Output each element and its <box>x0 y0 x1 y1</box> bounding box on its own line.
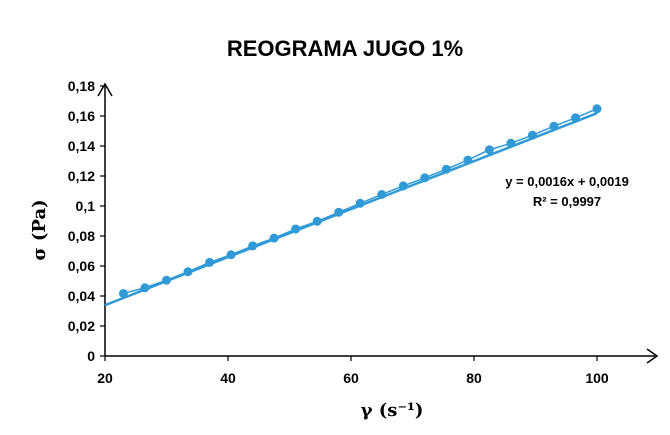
data-point <box>420 173 430 183</box>
x-tick-label: 60 <box>343 370 359 386</box>
y-tick-label: 0,08 <box>68 228 95 244</box>
data-point <box>463 155 473 165</box>
data-point <box>162 275 171 285</box>
data-point <box>205 257 215 267</box>
chart-title: REOGRAMA JUGO 1% <box>227 36 463 61</box>
x-axis-label: γ (s⁻¹) <box>361 400 424 421</box>
data-point <box>484 145 494 155</box>
x-tick-label: 80 <box>466 370 482 386</box>
x-ticks: 20 40 60 80 100 <box>97 356 609 386</box>
axes <box>97 82 659 364</box>
y-axis-arrow <box>97 82 113 97</box>
data-point <box>312 216 322 226</box>
y-ticks: 0 0,02 0,04 0,06 0,08 0,1 0,12 0,14 0,16 0,18 <box>68 78 105 364</box>
data-point <box>140 283 150 293</box>
trendline-r2: R² = 0,9997 <box>533 194 601 209</box>
y-tick-label: 0,1 <box>76 198 96 214</box>
y-tick-label: 0,14 <box>68 138 95 154</box>
x-tick-label: 100 <box>585 370 609 386</box>
trendline-group <box>104 108 598 307</box>
data-point <box>334 207 344 217</box>
y-tick-label: 0,12 <box>68 168 95 184</box>
y-tick-label: 0,06 <box>68 258 95 274</box>
data-point <box>549 121 559 131</box>
trendline <box>104 111 598 307</box>
data-point <box>248 241 258 251</box>
data-point <box>506 138 516 148</box>
y-axis-label: σ (Pa) <box>29 199 50 260</box>
data-point <box>592 104 602 114</box>
x-axis-arrow <box>646 348 659 364</box>
y-tick-label: 0,02 <box>68 318 95 334</box>
x-tick-label: 20 <box>97 370 113 386</box>
data-point <box>269 233 279 243</box>
trendline-equation: y = 0,0016x + 0,0019 <box>505 174 629 189</box>
y-tick-label: 0,18 <box>68 78 95 94</box>
data-point <box>527 130 537 140</box>
data-point <box>570 113 580 123</box>
x-tick-label: 40 <box>220 370 236 386</box>
data-point <box>398 181 408 191</box>
data-point <box>118 288 128 298</box>
data-point <box>291 224 301 234</box>
data-point <box>183 267 193 277</box>
data-point <box>226 250 236 260</box>
y-tick-label: 0 <box>87 348 95 364</box>
data-points <box>118 104 602 298</box>
data-point <box>377 189 387 199</box>
data-point <box>441 164 451 174</box>
y-tick-label: 0,04 <box>68 288 95 304</box>
data-point <box>355 198 365 208</box>
y-tick-label: 0,16 <box>68 108 95 124</box>
